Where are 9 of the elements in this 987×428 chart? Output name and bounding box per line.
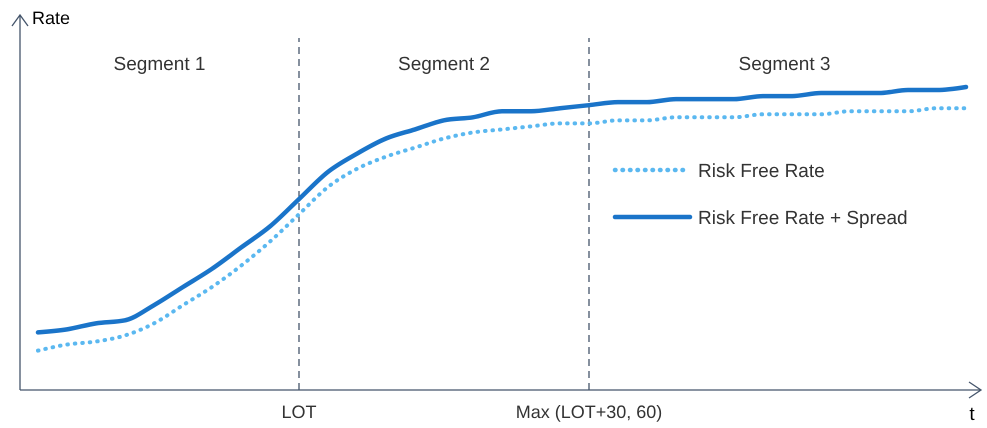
legend-label: Risk Free Rate [698,161,825,182]
text: Segment 2 [398,54,490,75]
text: Segment 3 [738,54,830,75]
y-axis-title: Rate [32,8,70,28]
x-axis-title: t [969,404,976,425]
text: Segment 1 [114,54,206,75]
legend-label: Risk Free Rate + Spread [698,208,908,229]
x-tick-label: LOT [281,402,317,422]
x-tick-label: Max (LOT+30, 60) [516,402,662,422]
